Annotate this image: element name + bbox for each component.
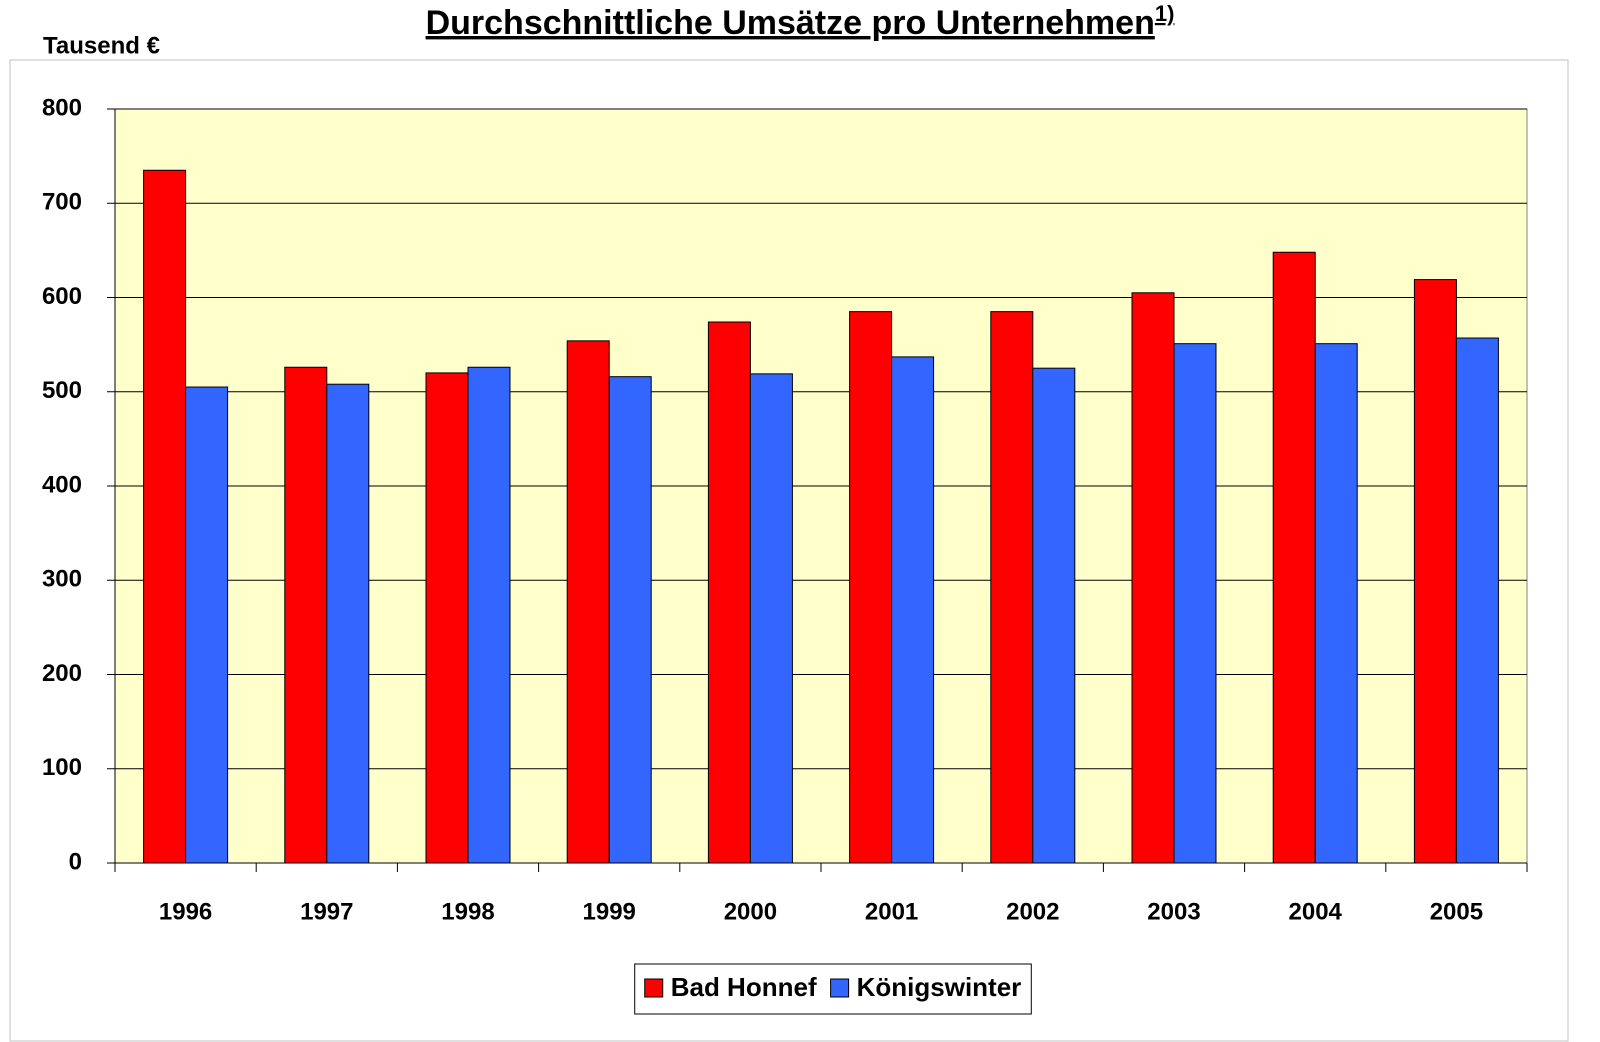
bar <box>425 372 469 864</box>
y-tick-label: 500 <box>42 377 82 404</box>
bar <box>1131 292 1175 864</box>
bar <box>566 340 610 864</box>
bar <box>1413 279 1457 864</box>
legend-swatch <box>644 978 664 998</box>
x-tick-label: 2004 <box>1289 898 1343 925</box>
y-tick-label: 0 <box>69 848 82 875</box>
bar <box>185 386 229 864</box>
bar <box>990 311 1034 864</box>
bar <box>707 321 751 864</box>
bar <box>143 169 187 864</box>
x-tick-label: 2005 <box>1430 898 1483 925</box>
legend-label: Königswinter <box>857 972 1022 1002</box>
y-tick-label: 800 <box>42 94 82 121</box>
y-tick-label: 100 <box>42 754 82 781</box>
x-tick-label: 1999 <box>583 898 636 925</box>
x-tick-label: 2000 <box>724 898 777 925</box>
x-tick-label: 1998 <box>441 898 494 925</box>
bar <box>749 373 793 864</box>
y-tick-label: 700 <box>42 189 82 216</box>
x-tick-label: 1997 <box>300 898 353 925</box>
x-tick-label: 2001 <box>865 898 918 925</box>
bar <box>1455 337 1499 864</box>
legend-swatch <box>830 978 850 998</box>
y-tick-label: 600 <box>42 283 82 310</box>
bar <box>1173 343 1217 864</box>
bar <box>849 311 893 864</box>
y-axis-label: Tausend € <box>43 32 160 59</box>
y-tick-label: 300 <box>42 566 82 593</box>
title-text: Durchschnittliche Umsätze pro Unternehme… <box>426 4 1155 42</box>
title-note: 1) <box>1155 1 1175 26</box>
x-tick-label: 2002 <box>1006 898 1059 925</box>
bar <box>1314 343 1358 864</box>
bar <box>1032 367 1076 864</box>
bar <box>284 366 328 864</box>
bar <box>608 376 652 864</box>
x-tick-label: 1996 <box>159 898 212 925</box>
x-tick-label: 2003 <box>1147 898 1200 925</box>
bar <box>467 366 511 864</box>
y-tick-label: 200 <box>42 660 82 687</box>
legend-label: Bad Honnef <box>671 972 817 1002</box>
bar <box>326 383 370 864</box>
bar <box>891 356 935 864</box>
chart-title: Durchschnittliche Umsätze pro Unternehme… <box>426 1 1175 42</box>
y-tick-label: 400 <box>42 471 82 498</box>
bar <box>1272 251 1316 864</box>
